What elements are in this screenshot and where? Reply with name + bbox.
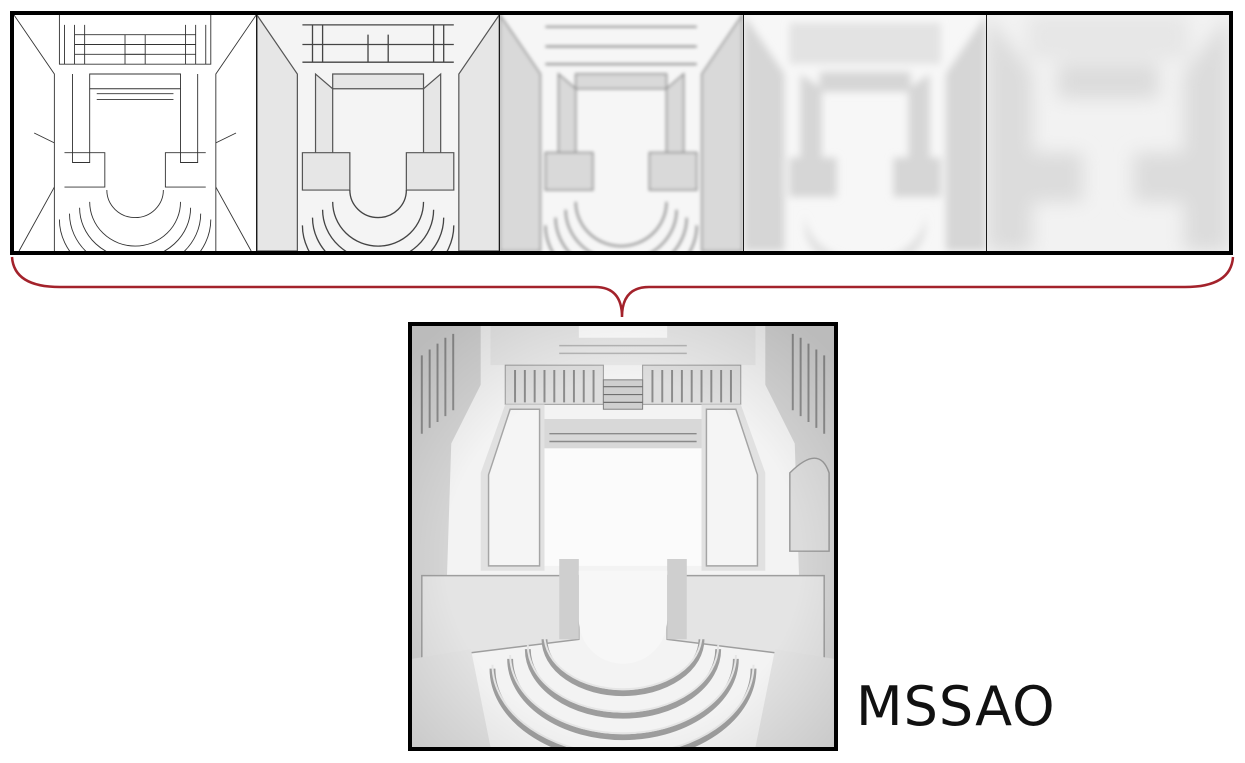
mssao-result-image	[408, 322, 838, 751]
scene-render	[412, 326, 834, 747]
mipmap-levels-strip	[10, 11, 1233, 255]
curly-brace-connector	[10, 256, 1235, 318]
level-image-blurred	[986, 15, 1230, 251]
level-image-outline	[14, 15, 257, 251]
level-panel-4	[743, 15, 987, 251]
level-panel-2	[257, 15, 501, 251]
level-image-edges	[257, 15, 500, 251]
level-image-soft	[743, 15, 986, 251]
level-panel-3	[500, 15, 744, 251]
level-panel-5	[986, 15, 1230, 251]
mssao-label: MSSAO	[856, 675, 1056, 738]
level-image-shaded	[500, 15, 743, 251]
level-panel-1	[14, 15, 258, 251]
